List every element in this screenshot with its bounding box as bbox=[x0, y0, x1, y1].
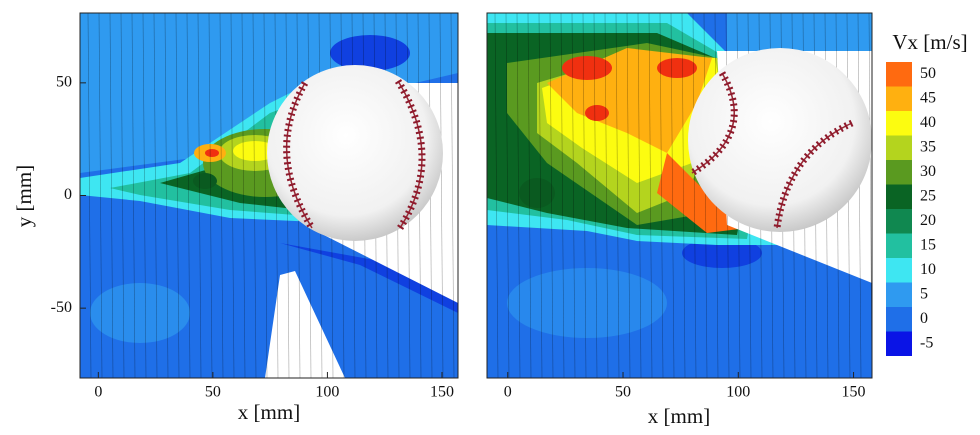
vector-line bbox=[131, 13, 136, 378]
vector-line bbox=[219, 13, 224, 378]
colorbar-swatch bbox=[886, 160, 912, 185]
colorbar-swatch bbox=[886, 209, 912, 234]
x-tick-label: 0 bbox=[504, 384, 512, 401]
x-tick-label: 0 bbox=[94, 384, 102, 401]
vector-line bbox=[175, 13, 180, 378]
x-tick-label: 150 bbox=[430, 384, 454, 401]
plot-frame bbox=[486, 12, 873, 379]
vector-line bbox=[241, 13, 246, 378]
velocity-field-right bbox=[487, 13, 872, 378]
vector-line bbox=[560, 13, 565, 378]
colorbar-label: 10 bbox=[920, 261, 936, 278]
vector-line bbox=[604, 13, 609, 378]
vector-line bbox=[582, 13, 587, 378]
colorbar-swatch bbox=[886, 307, 912, 332]
vector-line bbox=[505, 13, 510, 378]
y-tick-label: 0 bbox=[64, 186, 72, 203]
vector-line bbox=[637, 13, 642, 378]
vector-line bbox=[450, 13, 455, 378]
vector-line bbox=[538, 13, 543, 378]
x-axis-title: x [mm] bbox=[648, 404, 710, 428]
vector-line bbox=[109, 13, 114, 378]
vector-line bbox=[197, 13, 202, 378]
vector-line bbox=[153, 13, 158, 378]
colorbar-label: 0 bbox=[920, 310, 928, 327]
colorbar-swatch bbox=[886, 184, 912, 209]
vector-line bbox=[142, 13, 147, 378]
x-axis-title: x [mm] bbox=[238, 400, 300, 424]
vector-line bbox=[571, 13, 576, 378]
colorbar-swatch bbox=[886, 62, 912, 87]
vector-line bbox=[494, 13, 499, 378]
colorbar-swatch bbox=[886, 282, 912, 307]
vector-line bbox=[274, 13, 279, 378]
vector-line bbox=[87, 13, 92, 378]
x-tick-label: 50 bbox=[205, 384, 221, 401]
colorbar-title: Vx [m/s] bbox=[892, 30, 967, 54]
vector-line bbox=[252, 13, 257, 378]
vector-line bbox=[593, 13, 598, 378]
vector-line bbox=[615, 13, 620, 378]
vector-line bbox=[516, 13, 521, 378]
colorbar-label: 40 bbox=[920, 114, 936, 131]
colorbar-label: 15 bbox=[920, 236, 936, 253]
colorbar-label: 45 bbox=[920, 89, 936, 106]
x-tick-label: 50 bbox=[615, 384, 631, 401]
colorbar-swatch bbox=[886, 86, 912, 111]
y-tick-label: 50 bbox=[56, 74, 72, 91]
colorbar-label: 25 bbox=[920, 187, 936, 204]
colorbar-swatch bbox=[886, 135, 912, 160]
vector-line bbox=[230, 13, 235, 378]
x-tick-label: 100 bbox=[726, 384, 750, 401]
vector-line bbox=[120, 13, 125, 378]
y-axis-title: y [mm] bbox=[12, 165, 36, 227]
colorbar-label: 5 bbox=[920, 285, 928, 302]
vector-line bbox=[670, 13, 675, 378]
colorbar-label: 30 bbox=[920, 163, 936, 180]
vector-line bbox=[164, 13, 169, 378]
colorbar-label: -5 bbox=[920, 334, 933, 351]
vector-line bbox=[527, 13, 532, 378]
vector-line bbox=[98, 13, 103, 378]
vector-line bbox=[692, 13, 697, 378]
colorbar-swatch bbox=[886, 258, 912, 283]
vector-line bbox=[208, 13, 213, 378]
y-tick-label: -50 bbox=[51, 299, 72, 316]
velocity-field-left bbox=[80, 13, 458, 378]
vector-line bbox=[857, 13, 862, 378]
colorbar-swatch bbox=[886, 331, 912, 356]
vector-line bbox=[659, 13, 664, 378]
x-tick-label: 150 bbox=[842, 384, 866, 401]
colorbar-swatch bbox=[886, 111, 912, 136]
colorbar-swatch bbox=[886, 233, 912, 258]
colorbar-label: 35 bbox=[920, 138, 936, 155]
vector-line bbox=[648, 13, 653, 378]
vector-line bbox=[263, 13, 268, 378]
vector-line bbox=[703, 13, 708, 378]
vector-line bbox=[626, 13, 631, 378]
colorbar-label: 50 bbox=[920, 65, 936, 82]
vector-line bbox=[549, 13, 554, 378]
vector-line bbox=[681, 13, 686, 378]
vector-line bbox=[439, 13, 444, 378]
x-tick-label: 100 bbox=[315, 384, 339, 401]
colorbar-label: 20 bbox=[920, 212, 936, 229]
vector-line bbox=[186, 13, 191, 378]
